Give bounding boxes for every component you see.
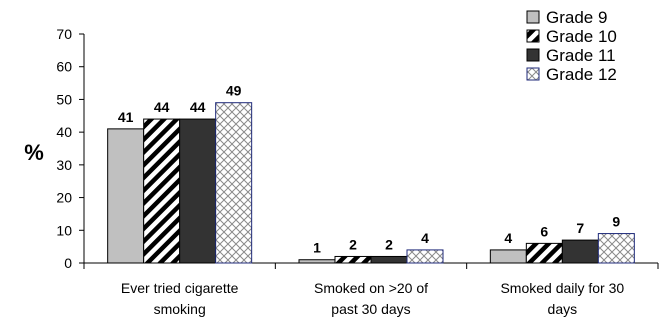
y-tick-label: 60 bbox=[56, 59, 72, 75]
bar bbox=[561, 239, 599, 264]
bar bbox=[597, 233, 635, 264]
category-label: Smoked daily for 30 bbox=[500, 280, 624, 296]
y-tick-label: 0 bbox=[64, 255, 72, 271]
bar bbox=[215, 102, 253, 264]
bar bbox=[370, 255, 408, 264]
data-label: 44 bbox=[154, 99, 170, 115]
data-label: 44 bbox=[190, 99, 206, 115]
y-tick-label: 20 bbox=[56, 190, 72, 206]
data-label: 6 bbox=[540, 223, 548, 239]
data-label: 49 bbox=[226, 83, 242, 99]
data-label: 4 bbox=[421, 230, 429, 246]
y-tick-label: 50 bbox=[56, 91, 72, 107]
bar bbox=[298, 259, 336, 264]
legend-swatch bbox=[526, 67, 540, 81]
y-axis: 0 10 20 30 40 50 60 70 bbox=[56, 26, 85, 271]
bar bbox=[489, 249, 527, 264]
y-tick-label: 70 bbox=[56, 26, 72, 42]
bar bbox=[143, 118, 181, 264]
data-label: 1 bbox=[313, 240, 321, 256]
data-label: 41 bbox=[118, 109, 134, 125]
bar bbox=[525, 242, 563, 264]
legend-swatch bbox=[526, 48, 540, 62]
category-label: past 30 days bbox=[331, 301, 410, 317]
legend-swatch bbox=[526, 29, 540, 43]
x-axis: Ever tried cigarette smoking Smoked on >20… bbox=[83, 262, 659, 317]
legend-label: Grade 10 bbox=[546, 27, 617, 46]
data-label: 9 bbox=[612, 214, 620, 230]
bar bbox=[107, 128, 145, 264]
category-label: smoking bbox=[154, 301, 206, 317]
y-tick-label: 10 bbox=[56, 222, 72, 238]
bars bbox=[107, 102, 635, 264]
category-label: days bbox=[548, 301, 578, 317]
y-axis-title: % bbox=[24, 140, 44, 165]
data-label: 2 bbox=[385, 236, 393, 252]
bar bbox=[406, 249, 444, 264]
bar bbox=[334, 255, 372, 264]
data-label: 4 bbox=[504, 230, 512, 246]
category-label: Smoked on >20 of bbox=[314, 280, 428, 296]
legend-swatch bbox=[526, 10, 540, 24]
y-tick-label: 40 bbox=[56, 124, 72, 140]
y-tick-label: 30 bbox=[56, 157, 72, 173]
bar bbox=[179, 118, 217, 264]
data-label: 2 bbox=[349, 236, 357, 252]
category-label: Ever tried cigarette bbox=[121, 280, 239, 296]
legend-label: Grade 11 bbox=[546, 46, 616, 65]
legend-label: Grade 12 bbox=[546, 65, 617, 84]
data-label: 7 bbox=[576, 220, 584, 236]
legend-label: Grade 9 bbox=[546, 8, 607, 27]
